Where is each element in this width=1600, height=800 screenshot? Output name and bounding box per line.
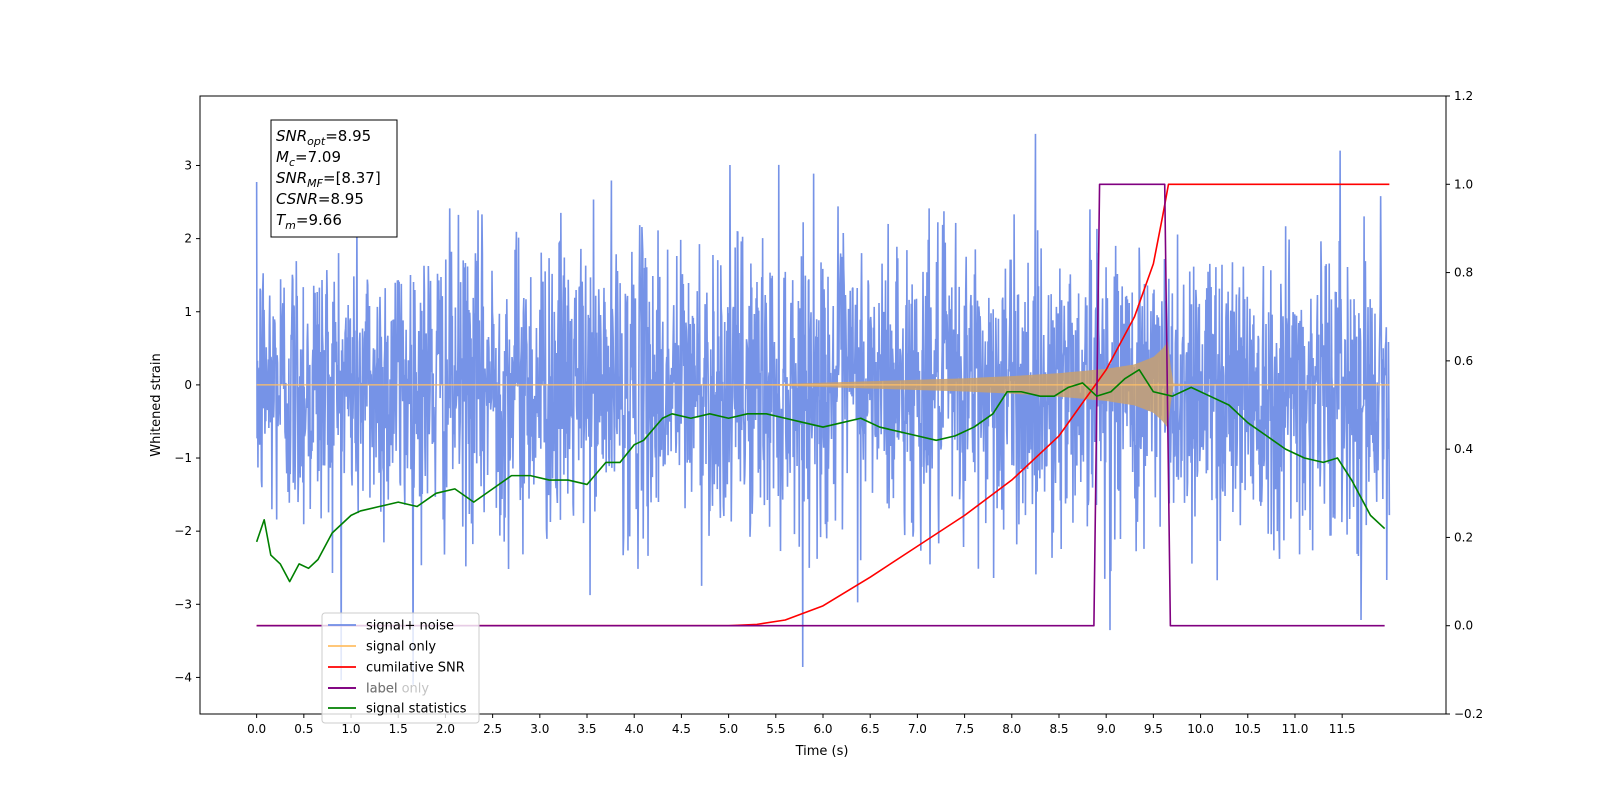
x-tick-label: 3.5 [577, 722, 596, 736]
annotation-line: SNRopt=8.95 [276, 127, 371, 148]
series-label [256, 183, 1385, 627]
legend: signal+ noise signal only cumilative SNR la… [321, 612, 480, 724]
annotation-line: Tm=9.66 [276, 211, 342, 232]
x-tick-label: 10.5 [1234, 722, 1261, 736]
x-tick-label: 2.5 [483, 722, 502, 736]
x-tick-label: 5.5 [766, 722, 785, 736]
legend-label: signal+ noise [366, 619, 454, 634]
x-tick-label: 2.0 [436, 722, 455, 736]
x-tick-label: 7.5 [955, 722, 974, 736]
x-tick-label: 6.0 [813, 722, 832, 736]
x-axis-label: Time (s) [795, 744, 849, 759]
y-left-tick-label: 1 [184, 305, 192, 319]
y-right-tick-label: 1.2 [1454, 89, 1473, 103]
x-tick-label: 5.0 [719, 722, 738, 736]
x-tick-label: 1.5 [389, 722, 408, 736]
x-tick-label: 8.5 [1049, 722, 1068, 736]
x-tick-label: 0.5 [294, 722, 313, 736]
y-axis-left: 3 2 1 0 −1 −2 −3 −4 [174, 158, 200, 684]
x-tick-label: 0.0 [247, 722, 266, 736]
x-tick-label: 9.5 [1144, 722, 1163, 736]
x-tick-label: 10.0 [1187, 722, 1214, 736]
x-tick-label: 11.0 [1282, 722, 1309, 736]
y-axis-label: Whitened strain [149, 353, 164, 456]
y-right-tick-label: 0.0 [1454, 619, 1473, 633]
y-left-tick-label: 2 [184, 232, 192, 246]
x-tick-label: 6.5 [861, 722, 880, 736]
x-tick-label: 3.0 [530, 722, 549, 736]
y-right-tick-label: 0.8 [1454, 266, 1473, 280]
legend-label: label only [366, 682, 429, 697]
x-tick-label: 4.0 [625, 722, 644, 736]
y-right-tick-label: 0.4 [1454, 442, 1473, 456]
legend-label: signal statistics [366, 702, 467, 717]
y-right-tick-label: −0.2 [1454, 707, 1483, 721]
x-tick-label: 11.5 [1329, 722, 1356, 736]
x-tick-label: 7.0 [908, 722, 927, 736]
series-cumulative-snr [256, 183, 1390, 627]
annotation-line: Mc=7.09 [276, 148, 341, 169]
x-axis: 0.0 0.5 1.0 1.5 2.0 2.5 3.0 3.5 4.0 4.5 5.0 5.5 6.0 6… [247, 714, 1356, 736]
legend-label: signal only [366, 640, 436, 655]
y-left-tick-label: −4 [174, 670, 192, 684]
y-right-tick-label: 0.6 [1454, 354, 1473, 368]
y-left-tick-label: 0 [184, 378, 192, 392]
legend-label: cumilative SNR [366, 661, 465, 676]
y-left-tick-label: −2 [174, 524, 192, 538]
y-axis-right: 1.2 1.0 0.8 0.6 0.4 0.2 0.0 −0.2 [1446, 89, 1483, 721]
annotation-frame [270, 119, 398, 238]
x-tick-label: 1.0 [341, 722, 360, 736]
y-right-tick-label: 1.0 [1454, 177, 1473, 191]
annotation-line: CSNR=8.95 [276, 190, 364, 208]
y-left-tick-label: −1 [174, 451, 192, 465]
y-right-tick-label: 0.2 [1454, 530, 1473, 544]
y-left-tick-label: 3 [184, 158, 192, 172]
y-left-tick-label: −3 [174, 597, 192, 611]
legend-label: label [366, 682, 397, 697]
x-tick-label: 9.0 [1097, 722, 1116, 736]
series-signal-statistics [255, 368, 1386, 583]
annotation-line: SNRMF=[8.37] [276, 169, 381, 190]
series-signal-noise [255, 133, 1391, 685]
x-tick-label: 8.0 [1002, 722, 1021, 736]
x-tick-label: 4.5 [672, 722, 691, 736]
legend-frame [321, 612, 480, 724]
